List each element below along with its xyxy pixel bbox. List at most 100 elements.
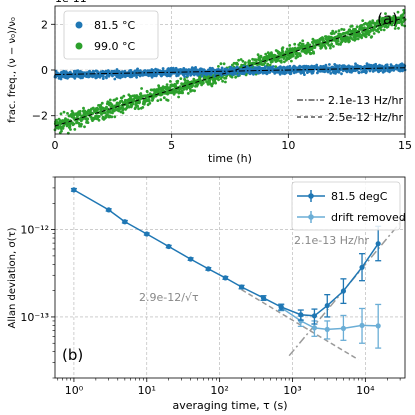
panel-a-xtick-label: 0 — [52, 139, 59, 152]
scatter-point — [86, 117, 90, 121]
scatter-point — [271, 65, 275, 68]
scatter-point — [186, 74, 190, 78]
data-point — [375, 241, 381, 247]
scatter-point — [160, 74, 164, 78]
scatter-point — [230, 75, 234, 79]
scatter-point — [330, 32, 334, 36]
legend-marker-drift-removed — [308, 214, 314, 220]
scatter-point — [100, 101, 104, 105]
scatter-point — [122, 107, 125, 110]
scatter-point — [129, 96, 133, 100]
data-point — [106, 207, 112, 213]
scatter-point — [224, 80, 227, 84]
scatter-point — [217, 78, 221, 82]
scatter-point — [330, 42, 334, 46]
scatter-point — [121, 111, 125, 115]
panel-b-xtick-label: 10² — [210, 384, 228, 397]
scatter-point — [171, 66, 175, 70]
scatter-point — [123, 98, 127, 102]
data-point — [324, 302, 330, 309]
scatter-point — [208, 80, 212, 84]
scatter-point — [369, 28, 373, 32]
scatter-point — [264, 65, 267, 69]
panel-b-label: (b) — [62, 346, 83, 364]
data-point — [311, 325, 318, 331]
scatter-point — [95, 114, 98, 117]
scatter-point — [396, 10, 400, 14]
scatter-point — [213, 77, 217, 81]
scatter-point — [59, 77, 63, 81]
data-point — [359, 322, 365, 329]
scatter-point — [186, 92, 190, 95]
legend-marker-99-0 — [75, 42, 83, 50]
scatter-point — [288, 44, 292, 47]
scatter-point — [354, 62, 357, 66]
scatter-point — [132, 99, 136, 103]
panel-b-frame — [54, 176, 406, 379]
scatter-point — [139, 92, 143, 95]
scatter-point — [378, 16, 382, 19]
scatter-point — [382, 28, 386, 32]
scatter-point — [301, 39, 305, 43]
scatter-point — [358, 32, 362, 36]
scatter-point — [341, 69, 345, 73]
scatter-point — [174, 66, 178, 70]
scatter-point — [332, 32, 336, 35]
panel-a-ylabel: frac. freq., (ν − ν₀)/ν₀ — [7, 17, 18, 123]
scatter-point — [100, 112, 103, 116]
scatter-point — [82, 106, 85, 110]
scatter-point — [290, 59, 293, 63]
scatter-point — [281, 50, 285, 54]
panel-a-xtick-label: 15 — [398, 139, 412, 152]
scatter-point — [338, 64, 341, 67]
scatter-point — [127, 105, 131, 109]
legend-label-99-0: 99.0 °C — [94, 40, 135, 53]
panel-a-xtick-label: 10 — [281, 139, 295, 152]
scatter-point — [254, 58, 258, 62]
scatter-point — [113, 77, 117, 81]
scatter-point — [363, 26, 366, 30]
legend-label-81-5: 81.5 °C — [94, 19, 135, 32]
scatter-point — [386, 19, 390, 23]
data-point — [205, 266, 211, 272]
panel-a-ytick-label: −2 — [32, 110, 48, 123]
panel-b-xtick-label: 10¹ — [138, 384, 156, 397]
scatter-point — [354, 27, 357, 31]
scatter-point — [105, 76, 108, 80]
scatter-point — [379, 28, 383, 32]
panel-a-fit-legend: 2.1e-13 Hz/hr 2.5e-12 Hz/hr — [297, 94, 403, 124]
scatter-point — [66, 112, 69, 115]
scatter-point — [120, 96, 124, 100]
scatter-point — [331, 29, 335, 33]
scatter-point — [200, 67, 204, 71]
scatter-point — [162, 96, 166, 100]
scatter-point — [91, 106, 95, 110]
panel-b-legend-box — [291, 181, 401, 231]
scatter-point — [263, 61, 267, 65]
scatter-point — [168, 80, 172, 83]
data-point — [324, 326, 330, 333]
scatter-point — [256, 53, 260, 57]
scatter-point — [84, 114, 88, 117]
scatter-point — [340, 27, 344, 31]
scatter-point — [213, 74, 217, 78]
scatter-point — [231, 73, 235, 77]
scatter-point — [188, 87, 192, 91]
scatter-point — [73, 76, 77, 80]
scatter-point — [296, 55, 300, 58]
scatter-point — [315, 63, 319, 67]
panel-a-ytick-label: 2 — [41, 18, 48, 31]
data-point — [122, 219, 128, 225]
scatter-point — [210, 84, 214, 88]
scatter-point — [244, 61, 247, 65]
panel-b-xtick-label: 10³ — [283, 384, 301, 397]
scatter-point — [360, 24, 364, 27]
scatter-point — [135, 75, 139, 79]
panel-a-label: (a) — [377, 10, 398, 28]
scatter-point — [62, 110, 66, 114]
data-point — [188, 256, 194, 262]
panel-a-offset-text: 1e-11 — [55, 0, 87, 5]
scatter-point — [365, 70, 368, 74]
scatter-point — [104, 116, 108, 119]
scatter-point — [93, 117, 97, 120]
